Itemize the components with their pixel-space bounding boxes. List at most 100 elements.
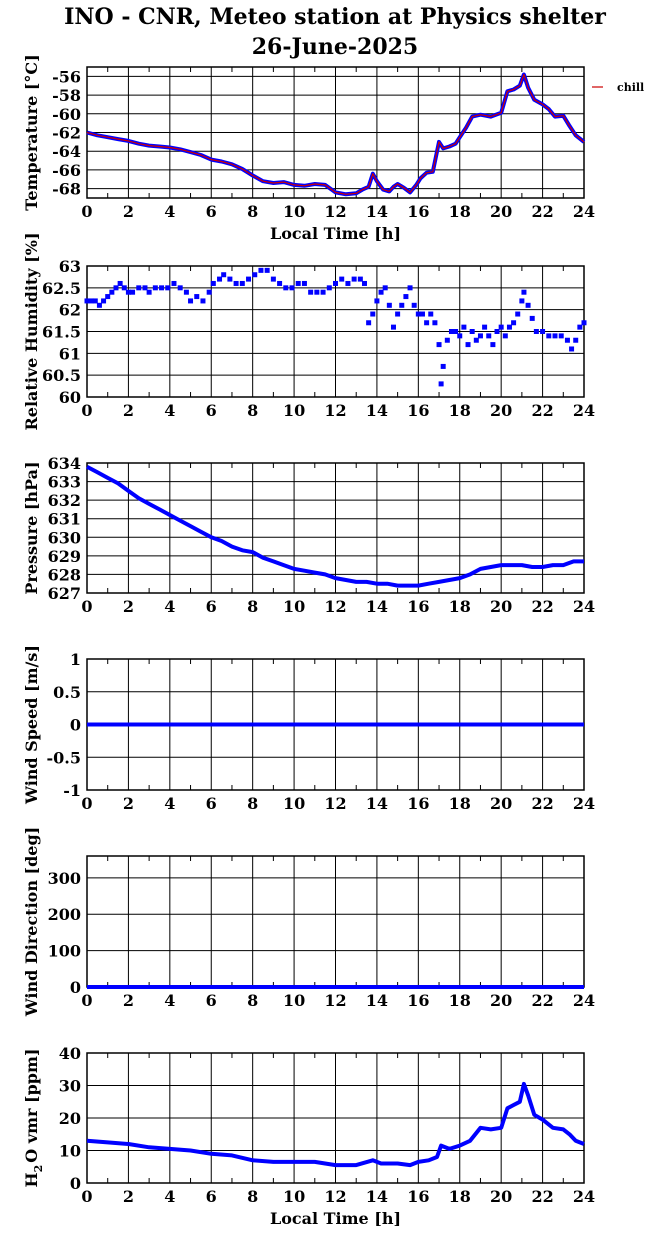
chart-title: INO - CNR, Meteo station at Physics shel… <box>64 4 606 30</box>
y-axis-label: H2O vmr [ppm] <box>22 1049 45 1188</box>
y-tick-label: -66 <box>52 161 81 180</box>
x-tick-label: 8 <box>247 597 258 616</box>
x-tick-label: 8 <box>247 401 258 420</box>
x-tick-label: 2 <box>123 991 134 1010</box>
x-tick-label: 4 <box>164 401 175 420</box>
x-tick-label: 2 <box>123 1187 134 1206</box>
plot-frame <box>86 265 585 398</box>
x-tick-label: 22 <box>531 794 553 813</box>
x-tick-label: 8 <box>247 991 258 1010</box>
x-tick-label: 10 <box>283 597 305 616</box>
x-tick-label: 10 <box>283 202 305 221</box>
y-axis-label: Wind Speed [m/s] <box>22 645 41 805</box>
data-point <box>146 289 152 295</box>
x-axis-label: Local Time [h] <box>270 224 401 243</box>
x-tick-label: 10 <box>283 1187 305 1206</box>
data-point <box>92 298 98 304</box>
data-point <box>206 289 212 295</box>
data-point <box>525 302 531 308</box>
data-point <box>461 324 467 330</box>
x-tick-label: 24 <box>573 401 595 420</box>
chart-date: 26-June-2025 <box>251 34 419 60</box>
data-point <box>511 320 517 326</box>
data-point <box>233 280 239 286</box>
x-tick-label: 20 <box>490 597 512 616</box>
x-tick-label: 20 <box>490 401 512 420</box>
y-tick-label: -64 <box>52 142 81 161</box>
x-tick-label: 4 <box>164 202 175 221</box>
data-point <box>246 276 252 282</box>
data-point <box>326 285 332 291</box>
x-tick-label: 16 <box>407 401 429 420</box>
y-tick-label: 633 <box>48 473 81 492</box>
x-tick-label: 14 <box>366 794 388 813</box>
x-tick-label: 14 <box>366 597 388 616</box>
x-tick-label: 18 <box>449 991 471 1010</box>
y-tick-label: 300 <box>48 869 81 888</box>
data-point <box>390 324 396 330</box>
x-tick-label: 2 <box>123 597 134 616</box>
y-tick-label: -1 <box>63 781 81 800</box>
x-tick-label: 6 <box>206 1187 217 1206</box>
x-tick-label: 24 <box>573 991 595 1010</box>
data-point <box>96 302 102 308</box>
data-point <box>125 289 131 295</box>
data-point <box>320 289 326 295</box>
x-tick-label: 0 <box>81 597 92 616</box>
x-tick-label: 0 <box>81 401 92 420</box>
data-point <box>529 315 535 321</box>
data-point <box>386 302 392 308</box>
data-point <box>366 320 372 326</box>
data-point <box>540 329 546 334</box>
x-tick-label: 16 <box>407 794 429 813</box>
data-point <box>382 285 388 291</box>
data-point <box>436 342 442 348</box>
data-point <box>314 289 320 295</box>
data-point <box>339 276 345 282</box>
x-tick-label: 12 <box>324 597 346 616</box>
x-tick-label: 20 <box>490 794 512 813</box>
data-point <box>395 311 401 317</box>
y-tick-label: 20 <box>59 1109 81 1128</box>
y-tick-label: -0.5 <box>47 748 81 767</box>
data-point <box>519 298 525 304</box>
y-tick-label: -62 <box>52 124 81 143</box>
data-point <box>217 276 223 282</box>
x-tick-label: 0 <box>81 991 92 1010</box>
data-point <box>171 280 177 286</box>
data-point <box>361 280 367 286</box>
data-point <box>177 285 183 291</box>
x-axis-label: Local Time [h] <box>270 1209 401 1228</box>
data-point <box>183 289 189 295</box>
y-tick-label: -56 <box>52 67 81 86</box>
y-axis-label: Pressure [hPa] <box>22 461 41 594</box>
data-point <box>432 320 438 326</box>
data-point <box>165 285 171 291</box>
x-tick-label: 22 <box>531 1187 553 1206</box>
y-tick-label: 10 <box>59 1142 81 1161</box>
data-point <box>227 276 233 282</box>
data-point <box>399 302 405 308</box>
data-point <box>581 320 587 326</box>
x-tick-label: 0 <box>81 1187 92 1206</box>
x-tick-label: 18 <box>449 1187 471 1206</box>
y-tick-label: -68 <box>52 180 81 199</box>
x-tick-label: 16 <box>407 991 429 1010</box>
x-tick-label: 14 <box>366 991 388 1010</box>
y-tick-label: 0 <box>70 1174 81 1193</box>
data-point <box>564 337 570 343</box>
data-point <box>117 280 123 286</box>
data-point <box>295 280 301 286</box>
data-point <box>465 342 471 348</box>
x-tick-label: 10 <box>283 401 305 420</box>
data-point <box>552 333 558 339</box>
data-point <box>521 289 527 295</box>
data-point <box>477 333 483 339</box>
x-tick-label: 22 <box>531 991 553 1010</box>
y-tick-label: -60 <box>52 105 81 124</box>
y-tick-label: 30 <box>59 1077 81 1096</box>
y-tick-label: 200 <box>48 905 81 924</box>
data-point <box>424 320 430 326</box>
y-tick-label: 627 <box>48 584 81 603</box>
